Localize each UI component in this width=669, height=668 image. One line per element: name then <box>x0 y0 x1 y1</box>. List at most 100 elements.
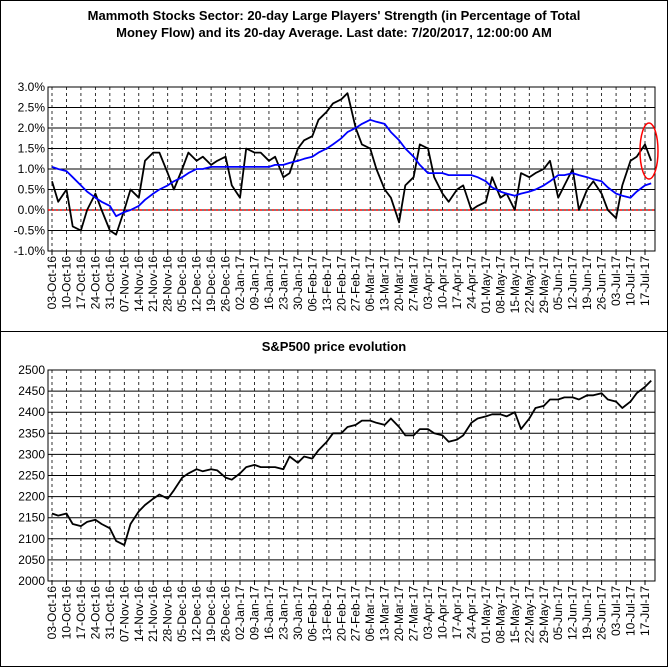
series-line <box>51 92 653 236</box>
x-tick-label: 21-Nov-16 <box>146 586 160 642</box>
x-tick-label: 16-Jan-17 <box>262 586 276 640</box>
x-tick-label: 27-Mar-17 <box>407 586 421 642</box>
highlight-ellipse <box>639 122 659 180</box>
x-tick-label: 03-Jul-17 <box>609 586 623 636</box>
x-tick-label: 23-Jan-17 <box>276 586 290 640</box>
x-tick-label: 07-Nov-16 <box>117 586 131 642</box>
x-tick-label: 28-Nov-16 <box>161 586 175 642</box>
x-tick-label: 15-May-17 <box>508 256 522 314</box>
x-tick-label: 20-Feb-17 <box>334 586 348 642</box>
y-tick-label: 2300 <box>18 447 45 461</box>
x-tick-label: 03-Oct-16 <box>45 586 59 640</box>
x-tick-label: 15-May-17 <box>508 586 522 644</box>
x-tick-label: 19-Dec-16 <box>204 586 218 642</box>
chart-title: S&P500 price evolution <box>262 339 407 354</box>
y-tick-label: 2450 <box>18 384 45 398</box>
x-tick-label: 13-Mar-17 <box>378 256 392 312</box>
x-tick-label: 21-Nov-16 <box>146 256 160 312</box>
x-tick-label: 16-Jan-17 <box>262 256 276 310</box>
x-tick-label: 06-Feb-17 <box>305 586 319 642</box>
y-tick-label: 2.0% <box>18 121 46 135</box>
x-tick-label: 30-Jan-17 <box>291 256 305 310</box>
x-tick-label: 23-Jan-17 <box>276 256 290 310</box>
x-tick-label: 27-Mar-17 <box>407 256 421 312</box>
x-tick-label: 19-Dec-16 <box>204 256 218 312</box>
x-tick-label: 03-Jul-17 <box>609 256 623 306</box>
x-tick-label: 09-Jan-17 <box>247 586 261 640</box>
x-tick-label: 10-Jul-17 <box>624 586 638 636</box>
charts: Mammoth Stocks Sector: 20-day Large Play… <box>14 8 656 644</box>
x-tick-label: 26-Jun-17 <box>595 256 609 310</box>
x-tick-label: 17-Oct-16 <box>74 256 88 310</box>
y-tick-label: 2500 <box>18 363 45 377</box>
x-tick-label: 01-May-17 <box>479 256 493 314</box>
y-tick-label: -1.0% <box>14 244 46 258</box>
x-tick-label: 20-Mar-17 <box>392 256 406 312</box>
y-tick-label: 0.0% <box>18 203 46 217</box>
x-tick-label: 08-May-17 <box>493 256 507 314</box>
y-tick-label: 2250 <box>18 469 45 483</box>
x-tick-label: 28-Nov-16 <box>161 256 175 312</box>
series-line <box>51 379 652 546</box>
x-tick-label: 19-Jun-17 <box>580 586 594 640</box>
x-tick-label: 08-May-17 <box>493 586 507 644</box>
x-tick-label: 14-Nov-16 <box>132 256 146 312</box>
x-tick-label: 03-Oct-16 <box>45 256 59 310</box>
x-tick-label: 17-Apr-17 <box>450 586 464 640</box>
x-tick-label: 31-Oct-16 <box>103 256 117 310</box>
y-tick-label: 2100 <box>18 532 45 546</box>
x-tick-label: 17-Apr-17 <box>450 256 464 310</box>
x-tick-label: 10-Oct-16 <box>59 256 73 310</box>
y-tick-label: 2150 <box>18 511 45 525</box>
x-tick-label: 24-Apr-17 <box>464 586 478 640</box>
x-tick-label: 29-May-17 <box>537 256 551 314</box>
x-tick-label: 19-Jun-17 <box>580 256 594 310</box>
x-tick-label: 17-Jul-17 <box>638 586 652 636</box>
x-tick-label: 07-Nov-16 <box>117 256 131 312</box>
x-tick-label: 06-Mar-17 <box>363 256 377 312</box>
x-tick-label: 12-Dec-16 <box>190 586 204 642</box>
x-tick-label: 30-Jan-17 <box>291 586 305 640</box>
x-tick-label: 05-Dec-16 <box>175 586 189 642</box>
x-tick-label: 26-Jun-17 <box>595 586 609 640</box>
x-tick-label: 22-May-17 <box>522 586 536 644</box>
chart-title: Mammoth Stocks Sector: 20-day Large Play… <box>88 8 581 23</box>
y-tick-label: 2000 <box>18 574 45 588</box>
x-tick-label: 26-Dec-16 <box>219 586 233 642</box>
x-tick-label: 12-Jun-17 <box>566 586 580 640</box>
x-tick-label: 03-Apr-17 <box>421 256 435 310</box>
x-tick-label: 27-Feb-17 <box>349 586 363 642</box>
x-tick-label: 05-Dec-16 <box>175 256 189 312</box>
x-tick-label: 27-Feb-17 <box>349 256 363 312</box>
y-tick-label: 2200 <box>18 490 45 504</box>
y-tick-label: -0.5% <box>14 224 46 238</box>
x-tick-label: 05-Jun-17 <box>551 256 565 310</box>
x-tick-label: 26-Dec-16 <box>219 256 233 312</box>
x-tick-label: 02-Jan-17 <box>233 586 247 640</box>
x-tick-label: 22-May-17 <box>522 256 536 314</box>
x-tick-label: 10-Apr-17 <box>436 256 450 310</box>
x-tick-label: 10-Jul-17 <box>624 256 638 306</box>
y-tick-label: 2050 <box>18 553 45 567</box>
y-tick-label: 0.5% <box>18 183 46 197</box>
x-tick-label: 24-Oct-16 <box>88 256 102 310</box>
x-tick-label: 06-Mar-17 <box>363 586 377 642</box>
y-tick-label: 3.0% <box>18 80 46 94</box>
x-tick-label: 29-May-17 <box>537 586 551 644</box>
series-line <box>51 118 652 218</box>
y-tick-label: 2400 <box>18 405 45 419</box>
x-tick-label: 14-Nov-16 <box>132 586 146 642</box>
x-tick-label: 06-Feb-17 <box>305 256 319 312</box>
x-tick-label: 10-Oct-16 <box>59 586 73 640</box>
x-tick-label: 31-Oct-16 <box>103 586 117 640</box>
x-tick-label: 17-Jul-17 <box>638 256 652 306</box>
x-tick-label: 09-Jan-17 <box>247 256 261 310</box>
x-tick-label: 01-May-17 <box>479 586 493 644</box>
x-tick-label: 24-Apr-17 <box>464 256 478 310</box>
x-tick-label: 12-Jun-17 <box>566 256 580 310</box>
y-tick-label: 2.5% <box>18 101 46 115</box>
x-tick-label: 20-Mar-17 <box>392 586 406 642</box>
x-tick-label: 13-Feb-17 <box>320 256 334 312</box>
x-tick-label: 03-Apr-17 <box>421 586 435 640</box>
